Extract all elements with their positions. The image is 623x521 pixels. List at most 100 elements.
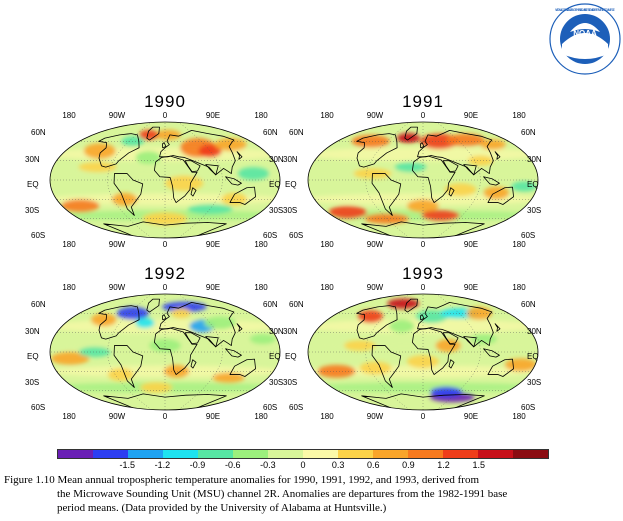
longitude-label: 0 — [420, 240, 426, 249]
anomaly-region — [83, 143, 116, 159]
longitude-gridline — [365, 294, 410, 410]
longitude-label: 180 — [62, 283, 76, 292]
panel-year-title: 1990 — [144, 92, 186, 111]
latitude-label-left: EQ — [285, 352, 297, 361]
colorbar-segment — [93, 450, 128, 458]
colorbar-segment — [373, 450, 408, 458]
colorbar — [57, 449, 549, 459]
latitude-label-right: EQ — [527, 180, 539, 189]
latitude-label-right: 60N — [263, 128, 278, 137]
longitude-label: 90W — [366, 412, 384, 421]
latitude-label-left: 60N — [289, 128, 304, 137]
anomaly-region — [343, 340, 376, 351]
latitude-label-right: 60S — [521, 403, 536, 412]
panel-year-title: 1993 — [402, 264, 444, 283]
latitude-label-left: 60N — [289, 300, 304, 309]
continent-outline — [442, 160, 459, 173]
longitude-label: 90E — [205, 412, 221, 421]
continent-outline — [483, 348, 500, 358]
longitude-label: 0 — [420, 283, 426, 292]
anomaly-region — [357, 310, 384, 323]
continent-outline — [190, 187, 197, 197]
continent-outline — [229, 186, 256, 205]
map-border — [307, 293, 539, 411]
caption-line-2: the Microwave Sounding Unit (MSU) channe… — [57, 488, 508, 500]
longitude-label: 180 — [320, 240, 334, 249]
longitude-label: 180 — [512, 111, 526, 120]
latitude-label-right: 30S — [269, 206, 284, 215]
continent-outline — [361, 393, 485, 410]
continent-outline — [225, 176, 242, 186]
longitude-label: 180 — [254, 111, 268, 120]
latitude-label-left: 60N — [31, 300, 46, 309]
longitude-label: 90E — [463, 111, 479, 120]
continent-outline — [420, 142, 425, 149]
continent-outline — [146, 126, 160, 141]
continent-outline — [487, 186, 514, 205]
anomaly-region — [212, 372, 245, 383]
latitude-label-left: EQ — [285, 180, 297, 189]
anomaly-region — [471, 333, 497, 345]
anomaly-region — [149, 339, 181, 352]
longitude-label: 180 — [512, 412, 526, 421]
longitude-label: 180 — [320, 111, 334, 120]
anomaly-region — [396, 132, 420, 144]
latitude-label-right: 30N — [527, 155, 542, 164]
continent-outline — [229, 358, 256, 377]
anomaly-region — [364, 213, 410, 224]
longitude-label: 90E — [205, 111, 221, 120]
lon-bottom-labels: 180 90W 0 90E 180 — [303, 240, 543, 250]
anomaly-region — [351, 134, 390, 148]
longitude-label: 180 — [320, 412, 334, 421]
continent-outline — [371, 345, 402, 388]
colorbar-segment — [58, 450, 93, 458]
longitude-label: 90E — [463, 412, 479, 421]
latitude-label-left: 30N — [283, 327, 298, 336]
lon-bottom-labels: 180 90W 0 90E 180 — [303, 412, 543, 422]
panel-year-title: 1992 — [144, 264, 186, 283]
map-border — [49, 121, 281, 239]
anomaly-region — [78, 346, 111, 358]
continent-outline — [448, 187, 455, 197]
continent-outline — [103, 393, 227, 410]
anomaly-region — [483, 186, 510, 200]
anomaly-region — [359, 361, 392, 375]
colorbar-labels: -1.5 -1.2 -0.9 -0.6 -0.3 0 0.3 0.6 0.9 1.2 1.5 — [57, 460, 549, 472]
lon-bottom-labels: 180 90W 0 90E 180 — [45, 240, 285, 250]
longitude-label: 90W — [366, 111, 384, 120]
anomaly-region — [394, 161, 427, 173]
colorbar-segment — [198, 450, 233, 458]
continent-outline — [417, 301, 494, 348]
continent-outline — [463, 336, 477, 348]
continent-outline — [494, 151, 501, 160]
anomaly-region — [407, 199, 439, 213]
colorbar-segment — [338, 450, 373, 458]
longitude-gridline — [436, 294, 481, 410]
anomaly-map — [45, 120, 285, 240]
colorbar-segment — [513, 450, 548, 458]
anomaly-region — [90, 313, 117, 327]
continent-outline — [184, 332, 201, 345]
anomaly-region — [155, 129, 182, 141]
latitude-label-right: 60S — [521, 231, 536, 240]
anomaly-region — [164, 175, 204, 191]
continent-outline — [162, 314, 167, 321]
latitude-label-right: 30S — [527, 206, 542, 215]
lon-top-labels: 180 90W 0 90E 180 — [45, 111, 285, 121]
anomaly-region — [111, 192, 138, 206]
continent-outline — [404, 298, 418, 313]
anomaly-region — [204, 316, 237, 330]
lon-top-labels: 180 90W 0 90E 180 — [45, 283, 285, 293]
continent-outline — [98, 305, 140, 340]
colorbar-tick-label: 0.6 — [367, 460, 380, 470]
continent-outline — [159, 301, 236, 348]
anomaly-map — [303, 292, 543, 412]
continent-outline — [162, 142, 167, 149]
anomaly-region — [421, 210, 460, 221]
anomaly-map — [303, 120, 543, 240]
latitude-label-right: 30S — [269, 378, 284, 387]
longitude-label: 180 — [320, 283, 334, 292]
colorbar-tick-label: -1.2 — [154, 460, 171, 470]
anomaly-region — [140, 382, 173, 393]
longitude-label: 90E — [463, 283, 479, 292]
